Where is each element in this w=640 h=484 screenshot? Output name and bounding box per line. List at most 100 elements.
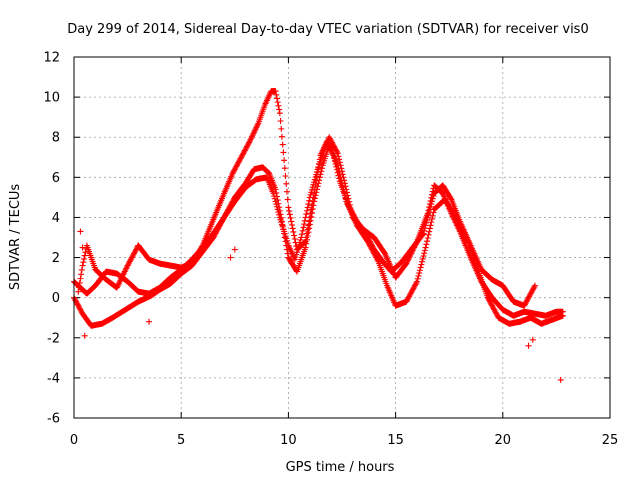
data-point xyxy=(526,291,533,298)
data-point xyxy=(336,156,343,163)
data-point xyxy=(128,254,135,261)
data-point xyxy=(232,164,239,171)
data-point xyxy=(229,170,236,177)
data-point xyxy=(488,301,495,308)
y-tick-label: -2 xyxy=(47,331,60,346)
data-point xyxy=(332,146,339,153)
data-point xyxy=(245,140,252,147)
data-point xyxy=(243,143,250,150)
data-point xyxy=(426,225,433,232)
data-point xyxy=(230,197,237,204)
data-point xyxy=(288,221,295,228)
data-point xyxy=(311,195,318,202)
data-point xyxy=(304,204,311,211)
data-point xyxy=(223,210,230,217)
data-point xyxy=(281,157,288,164)
data-point xyxy=(281,234,288,241)
series-outliers xyxy=(77,228,564,383)
data-point xyxy=(429,215,436,222)
data-point xyxy=(198,243,205,250)
data-point xyxy=(226,203,233,210)
data-point xyxy=(351,213,358,220)
data-point xyxy=(301,239,308,246)
data-point xyxy=(419,255,426,262)
data-point xyxy=(131,250,138,257)
data-point xyxy=(287,214,294,221)
grid-layer xyxy=(74,57,610,418)
data-point xyxy=(298,234,305,241)
data-point xyxy=(76,305,83,312)
data-point xyxy=(366,238,373,245)
data-point xyxy=(230,168,237,175)
data-point xyxy=(305,229,312,236)
data-point xyxy=(362,230,369,237)
x-tick-label: 20 xyxy=(495,433,512,448)
data-point xyxy=(351,214,358,221)
data-point xyxy=(306,197,313,204)
data-point xyxy=(316,174,323,181)
data-point xyxy=(280,149,287,156)
data-point xyxy=(292,239,299,246)
data-point xyxy=(406,291,413,298)
data-point xyxy=(75,288,82,295)
data-point xyxy=(233,163,240,170)
data-point xyxy=(127,257,134,264)
data-point xyxy=(315,164,322,171)
data-point xyxy=(244,142,251,149)
data-point xyxy=(240,150,247,157)
data-point xyxy=(130,251,137,258)
data-point xyxy=(78,271,85,278)
y-tick-label: -4 xyxy=(47,371,60,386)
data-point xyxy=(213,227,220,234)
data-point xyxy=(414,275,421,282)
data-point xyxy=(487,300,494,307)
data-point xyxy=(135,242,142,249)
data-point xyxy=(486,297,493,304)
data-point xyxy=(531,282,538,289)
data-point xyxy=(273,193,280,200)
data-point xyxy=(272,88,279,95)
data-point xyxy=(425,211,432,218)
data-point xyxy=(246,139,253,146)
data-point xyxy=(415,272,422,279)
data-point xyxy=(422,222,429,229)
data-point xyxy=(239,151,246,158)
data-point xyxy=(335,172,342,179)
data-point xyxy=(301,239,308,246)
data-point xyxy=(424,235,431,242)
data-point xyxy=(238,154,245,161)
data-point xyxy=(126,258,133,265)
data-point xyxy=(411,283,418,290)
data-point xyxy=(424,217,431,224)
data-point xyxy=(217,221,224,228)
data-point xyxy=(331,158,338,165)
data-point xyxy=(299,227,306,234)
data-point xyxy=(426,228,433,235)
data-point xyxy=(363,231,370,238)
data-point xyxy=(413,279,420,286)
data-point xyxy=(527,290,534,297)
data-point xyxy=(274,99,281,106)
data-point xyxy=(447,195,454,202)
data-point xyxy=(229,198,236,205)
x-tick-label: 5 xyxy=(177,433,185,448)
data-point xyxy=(305,222,312,229)
data-point xyxy=(485,296,492,303)
data-point xyxy=(224,207,231,214)
data-point xyxy=(283,188,290,195)
data-point xyxy=(494,312,501,319)
data-point xyxy=(284,250,291,257)
data-point xyxy=(81,332,88,339)
data-point xyxy=(311,186,318,193)
data-point xyxy=(221,213,228,220)
data-point xyxy=(225,206,232,213)
data-point xyxy=(334,169,341,176)
data-point xyxy=(429,195,436,202)
data-point xyxy=(484,294,491,301)
data-point xyxy=(349,210,356,217)
data-point xyxy=(276,207,283,214)
data-point xyxy=(74,301,81,308)
data-point xyxy=(81,252,88,259)
data-point xyxy=(216,223,223,230)
